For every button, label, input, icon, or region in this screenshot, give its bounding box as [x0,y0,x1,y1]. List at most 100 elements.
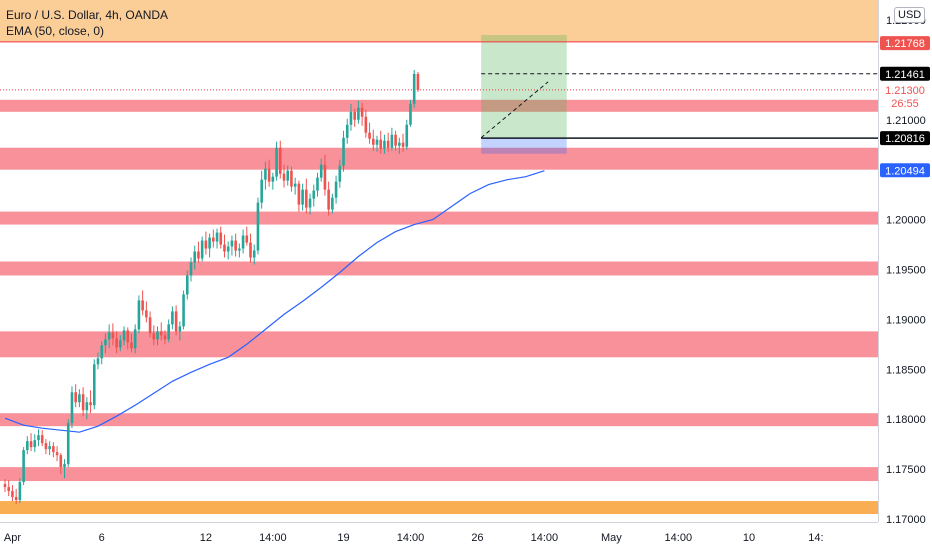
candle-body [63,464,66,468]
y-tick-label: 1.17000 [886,514,926,526]
candle-body [70,392,74,424]
candle-body [189,262,193,276]
candle-63 [238,243,241,258]
zone-7 [0,467,878,482]
candle-body [26,441,29,451]
candle-51 [193,245,197,270]
candle-68 [256,197,260,255]
axis-label-box [880,95,930,110]
y-tick-label: 1.19500 [886,264,926,276]
candle-72 [271,172,275,190]
candle-45 [171,306,174,330]
axis-label-entry: 1.20816 [880,131,930,146]
axis-label-countdown: 26:55 [880,95,930,110]
axis-label-ask: 1.21461 [880,66,930,81]
candle-101 [379,130,383,154]
zone-2 [0,147,878,170]
candle-92 [345,118,349,144]
candle-0 [3,479,7,493]
candle-body [159,331,163,336]
candle-body [66,423,70,465]
candle-body [115,338,118,348]
x-tick-label: 26 [471,532,483,544]
axis-label-text: 1.20816 [885,133,925,145]
candle-111 [416,71,420,92]
candle-103 [386,132,390,152]
axis-label-text: 1.21300 [885,85,925,97]
candle-body [156,331,159,340]
ema-line [4,170,545,433]
candle-body [18,482,22,501]
candle-body [204,240,208,249]
candle-body [14,497,18,501]
candle-59 [223,234,226,258]
candle-body [59,455,63,468]
candle-75 [282,164,286,188]
candle-body [29,441,33,448]
candle-body [40,435,44,444]
candle-91 [342,130,345,172]
x-tick-label: 14:00 [397,532,425,544]
candle-body [7,487,11,492]
candle-98 [368,122,371,144]
candle-47 [178,321,182,341]
candle-body [245,235,249,243]
candle-body [334,181,338,198]
candle-body [405,124,409,147]
candle-15 [59,453,63,475]
currency-unit-badge[interactable]: USD [894,7,926,23]
axis-label-box [880,36,930,51]
candle-body [416,73,420,90]
candle-80 [301,183,304,211]
candle-body [297,183,301,205]
candle-56 [212,229,215,248]
candle-24 [92,359,96,410]
candle-1 [7,480,11,497]
candle-body [386,140,390,148]
candle-26 [100,341,104,365]
x-tick-label: Apr [4,532,21,544]
candle-body [182,294,185,327]
candle-95 [357,100,360,124]
x-tick-label: 14:00 [531,532,559,544]
candle-27 [104,333,107,354]
candle-body [174,311,178,332]
candle-23 [89,390,92,414]
candle-body [357,107,360,120]
candle-5 [22,447,25,486]
candle-body [208,237,211,249]
candle-48 [182,290,185,330]
candle-50 [189,257,193,282]
x-tick-label: 10 [743,532,755,544]
axis-label-text: 1.21768 [885,38,925,50]
position-profit-zone [481,34,567,139]
candle-body [267,168,271,182]
candle-body [74,392,77,403]
candle-25 [96,352,100,370]
candle-body [278,147,282,174]
candle-body [152,333,156,340]
candle-body [223,244,226,252]
chart-title[interactable]: Euro / U.S. Dollar, 4h, OANDA [6,8,169,22]
candle-20 [78,389,81,408]
candle-74 [278,140,282,179]
candle-body [219,232,223,245]
y-tick-label: 1.18000 [886,414,926,426]
candle-body [37,435,40,441]
candle-66 [249,233,252,263]
candle-102 [383,134,386,154]
candle-body [193,251,197,263]
candle-body [55,452,59,456]
candle-body [312,190,316,199]
candle-11 [44,439,48,455]
candle-body [104,339,107,346]
indicator-legend[interactable]: EMA (50, close, 0) [6,24,105,38]
candle-body [275,147,278,177]
x-tick-label: May [601,532,622,544]
candle-body [345,124,349,138]
candle-body [212,237,215,242]
plot-area [0,0,878,515]
